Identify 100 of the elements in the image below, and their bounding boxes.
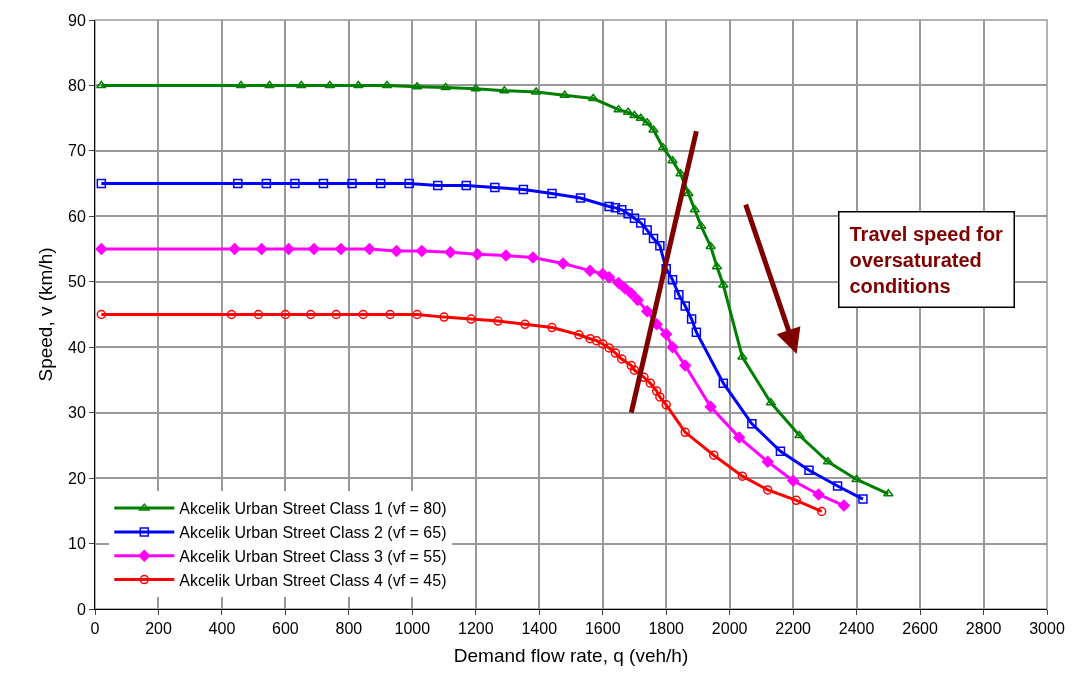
point [318,178,329,189]
point [619,282,631,295]
x-tick-label: 2200 [775,620,812,638]
point [642,225,652,235]
point [587,93,599,102]
point [832,481,843,491]
point [353,80,364,89]
x-tick-label: 1400 [521,620,558,638]
point [439,312,449,322]
point [622,107,634,116]
point [604,343,614,353]
point [775,446,786,457]
y-tick-label: 70 [68,142,86,160]
point [415,245,428,257]
point [837,499,850,512]
point [385,309,395,320]
point [306,309,316,320]
point [603,271,616,284]
point [96,309,107,320]
y-tick-label: 80 [68,77,86,95]
point [679,359,692,372]
point [324,80,336,89]
point [629,213,640,224]
point [526,251,539,264]
point [493,316,503,326]
point [547,322,557,333]
point [680,301,690,311]
y-tick-label: 10 [68,535,86,553]
point [331,309,341,320]
point [95,80,107,89]
legend-label: Akcelik Urban Street Class 2 (vf = 65) [179,524,447,542]
point [559,90,571,99]
point [851,474,862,483]
point [235,80,247,89]
x-tick-label: 2600 [902,620,938,638]
point [290,178,300,189]
point [733,431,746,444]
point [295,80,307,89]
point [334,243,347,256]
point [651,386,662,396]
point [253,309,264,320]
point [226,309,237,320]
point [440,82,452,91]
point [264,80,275,89]
point [390,245,403,257]
point [629,365,640,375]
point [604,201,614,212]
point [461,180,472,191]
point [667,155,678,164]
x-tick-label: 0 [90,620,100,638]
x-tick-label: 600 [272,620,299,638]
x-tick-label: 2400 [838,620,875,638]
x-axis-title: Demand flow rate, q (veh/h) [453,645,689,666]
point [613,104,624,113]
point [686,314,697,324]
point [645,378,656,388]
point [381,80,393,89]
point [233,178,243,189]
point [648,125,659,133]
point [648,233,659,244]
y-tick-label: 30 [68,404,86,422]
point [466,314,476,324]
x-tick-label: 800 [335,620,363,638]
point [787,474,800,487]
point [626,360,637,371]
point [691,327,702,337]
x-tick-label: 1200 [458,620,494,638]
point [261,178,272,189]
point [804,465,814,476]
point [655,392,665,402]
point [666,341,679,354]
y-tick-label: 50 [68,273,86,291]
x-tick-label: 1000 [394,620,431,638]
point [470,83,482,92]
point [747,419,757,429]
point [547,188,557,199]
point [444,246,457,259]
point [631,294,644,307]
y-tick-label: 90 [68,11,86,29]
point [347,178,357,189]
point [585,333,595,344]
point [557,257,570,270]
legend-label: Akcelik Urban Street Class 3 (vf = 55) [179,547,447,565]
point [363,243,376,256]
point [591,335,602,346]
point [280,309,291,320]
point [255,243,268,256]
point [680,427,690,438]
point [660,328,673,341]
point [96,178,107,189]
point [617,205,627,215]
point [711,261,723,270]
point [520,319,530,330]
point [655,241,665,251]
y-tick-label: 60 [68,207,86,225]
point [794,430,805,439]
point [498,85,510,94]
point [667,275,678,285]
point [674,290,684,300]
point [816,506,827,517]
